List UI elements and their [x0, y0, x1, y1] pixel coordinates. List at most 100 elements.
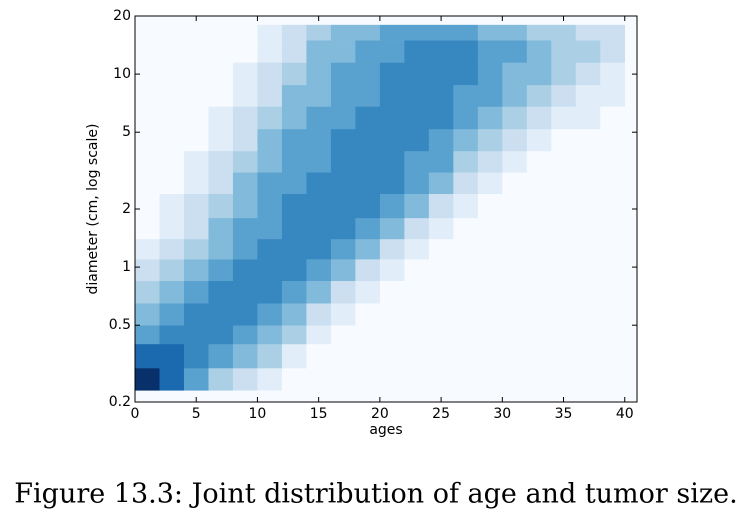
heatmap-cell	[208, 24, 234, 41]
heatmap-cell	[135, 193, 160, 219]
y-tick-label: 2	[122, 201, 131, 217]
heatmap-cell	[159, 128, 185, 152]
heatmap-cell	[232, 62, 258, 86]
heatmap-cell	[404, 303, 430, 326]
heatmap-cell	[281, 24, 307, 41]
heatmap-cell	[183, 172, 209, 195]
heatmap-cell	[575, 84, 601, 107]
heatmap-cell	[257, 259, 283, 282]
heatmap-cell	[208, 62, 234, 86]
heatmap-cell	[453, 24, 479, 41]
heatmap-cell	[379, 62, 405, 86]
heatmap-cell	[330, 303, 356, 326]
heatmap-cell	[159, 62, 185, 86]
heatmap-cell	[502, 325, 528, 345]
heatmap-cell	[330, 106, 356, 130]
heatmap-cell	[306, 40, 332, 63]
heatmap-cell	[355, 150, 381, 173]
heatmap-cell	[404, 193, 430, 219]
heatmap-cell	[257, 84, 283, 107]
heatmap-cell	[355, 325, 381, 345]
heatmap-cell	[551, 259, 577, 282]
y-tick-label: 1	[122, 259, 131, 275]
heatmap-cell	[183, 62, 209, 86]
heatmap-cell	[306, 238, 332, 260]
heatmap-cell	[135, 150, 160, 173]
heatmap-cell	[526, 84, 552, 107]
heatmap-cell	[330, 40, 356, 63]
heatmap-cell	[183, 24, 209, 41]
heatmap-cell	[428, 128, 454, 152]
x-tick-label: 20	[371, 406, 389, 422]
heatmap-cell	[404, 343, 430, 369]
heatmap-cell	[477, 238, 503, 260]
heatmap-cell	[208, 84, 234, 107]
heatmap-cell	[183, 106, 209, 130]
heatmap-cell	[600, 84, 626, 107]
heatmap-cell	[257, 217, 283, 240]
heatmap-cell	[575, 325, 601, 345]
heatmap-cell	[477, 193, 503, 219]
heatmap-cell	[428, 40, 454, 63]
heatmap-cell	[257, 62, 283, 86]
heatmap-cell	[502, 343, 528, 369]
heatmap-cell	[257, 303, 283, 326]
heatmap-cell	[575, 40, 601, 63]
heatmap-cell	[453, 259, 479, 282]
heatmap-cell	[453, 325, 479, 345]
heatmap-cell	[257, 106, 283, 130]
heatmap-cell	[232, 368, 258, 391]
heatmap-cell	[232, 24, 258, 41]
heatmap-cell	[404, 259, 430, 282]
heatmap-cell	[135, 62, 160, 86]
heatmap-cell	[208, 325, 234, 345]
heatmap-cell	[502, 238, 528, 260]
heatmap-cell	[232, 217, 258, 240]
heatmap-cell	[453, 172, 479, 195]
heatmap-cell	[551, 238, 577, 260]
heatmap-cell	[404, 40, 430, 63]
heatmap-cell	[183, 217, 209, 240]
x-tick-label: 0	[131, 406, 140, 422]
heatmap-cell	[183, 193, 209, 219]
heatmap-cell	[379, 106, 405, 130]
heatmap-cell	[281, 280, 307, 304]
heatmap-cell	[281, 84, 307, 107]
heatmap-cell	[135, 84, 160, 107]
heatmap-cell	[355, 343, 381, 369]
heatmap-cell	[404, 238, 430, 260]
heatmap-cell	[428, 343, 454, 369]
heatmap-cell	[183, 128, 209, 152]
heatmap-cell	[428, 238, 454, 260]
heatmap-cell	[232, 84, 258, 107]
heatmap-cell	[551, 280, 577, 304]
heatmap-cell	[379, 217, 405, 240]
heatmap-cell	[453, 368, 479, 391]
heatmap-cell	[159, 150, 185, 173]
heatmap-cell	[600, 106, 626, 130]
heatmap-cell	[232, 238, 258, 260]
heatmap-cell	[502, 24, 528, 41]
y-tick-label: 20	[113, 8, 131, 24]
heatmap-cell	[232, 259, 258, 282]
heatmap-cell	[355, 280, 381, 304]
heatmap-cell	[551, 84, 577, 107]
heatmap-cell	[330, 193, 356, 219]
heatmap-cell	[159, 303, 185, 326]
heatmap-cell	[453, 343, 479, 369]
heatmap-cell	[355, 172, 381, 195]
heatmap-cell	[183, 368, 209, 391]
heatmap-cell	[306, 368, 332, 391]
heatmap-cell	[526, 303, 552, 326]
heatmap-cell	[551, 172, 577, 195]
heatmap-cell	[281, 343, 307, 369]
heatmap-cell	[502, 172, 528, 195]
heatmap-cell	[281, 193, 307, 219]
heatmap-cell	[232, 40, 258, 63]
heatmap-cell	[330, 172, 356, 195]
heatmap-cell	[526, 106, 552, 130]
heatmap-cell	[159, 280, 185, 304]
heatmap-cell	[453, 150, 479, 173]
heatmap-cell	[355, 128, 381, 152]
